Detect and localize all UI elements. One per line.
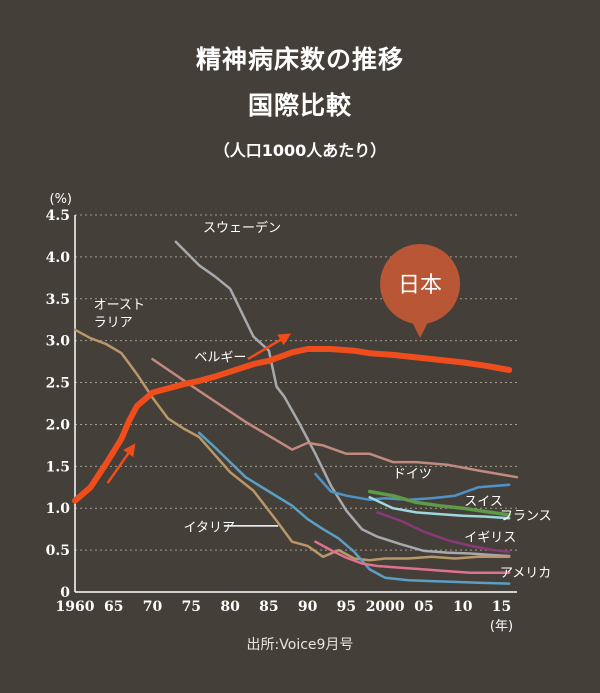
series-line-e697a5e69cac (72, 346, 513, 504)
x-tick-label: 70 (143, 599, 163, 615)
x-tick-label: 10 (453, 599, 473, 615)
trend-arrow (247, 333, 292, 361)
source-note: 出所:Voice9月号 (246, 637, 354, 653)
x-tick-label: 65 (104, 599, 123, 615)
series-label-e382aae383bce382b9e38388e383a9e383aae382a2: オースト (94, 298, 145, 313)
series-label-e38389e382a4e38384: ドイツ (393, 467, 432, 482)
series-label-e382b9e382a6e382a7e383bce38387e383b3: スウェーデン (203, 220, 281, 236)
x-tick-label: 05 (414, 599, 433, 615)
x-tick-label: 1960 (56, 599, 95, 615)
series-line-e38399e383abe382aee383bc (151, 357, 519, 479)
series-line-e38395e383a9e383b3e382b9 (368, 496, 511, 520)
series-label-e38399e383abe382aee383bc: ベルギー (194, 351, 246, 366)
callout-pointer (411, 320, 430, 338)
x-tick-label: 2000 (366, 599, 405, 615)
series-line-e382a4e382bfe383aae382a2 (197, 431, 511, 585)
series-line-e382aae383bce382b9e38388e383a9e383aae382a2 (73, 328, 511, 562)
series-label-e38395e383a9e383b3e382b9: フランス (500, 509, 552, 524)
series-line-e382b9e382a6e382a7e383bce38387e383b3 (174, 240, 511, 558)
series-label-e382b9e382a4e382b9: スイス (464, 495, 503, 510)
y-tick-label: 2.0 (46, 417, 71, 433)
chart-title-line2: 国際比較 (247, 91, 352, 120)
y-tick-label: 3.5 (46, 292, 70, 308)
y-tick-label: 2.5 (46, 376, 70, 392)
y-tick-label: 1.0 (46, 501, 71, 517)
y-tick-label: 0.5 (46, 543, 70, 559)
series-line-e382a4e382aee383aae382b9 (376, 511, 511, 554)
y-tick-label: 0 (60, 585, 70, 601)
series-line-e382b9e382a4e382b9 (367, 489, 511, 517)
y-tick-label: 4.5 (46, 208, 70, 224)
x-tick-label: 95 (337, 599, 356, 615)
series-label-e382a2e383a1e383aae382ab: アメリカ (500, 566, 551, 581)
x-tick-label: 90 (298, 599, 318, 615)
x-tick-label: 75 (182, 599, 201, 615)
series-line-e38389e382a4e38384 (314, 472, 511, 502)
callout-bubble (380, 244, 461, 324)
series-label-e382a4e382aee383aae382b9: イギリス (464, 531, 516, 546)
trend-arrow (106, 443, 136, 484)
y-tick-label: 1.5 (46, 459, 70, 475)
x-tick-label: 85 (259, 599, 278, 615)
y-tick-label: 3.0 (46, 334, 71, 350)
y-tick-label: 4.0 (46, 250, 71, 266)
callout-label: 日本 (398, 273, 442, 298)
series-label-e382a4e382bfe383aae382a2: イタリア (184, 521, 235, 536)
x-tick-label: 80 (220, 599, 240, 615)
x-tick-label: 15 (492, 599, 511, 615)
chart-title: 精神病床数の推移 (195, 45, 404, 74)
series-label-e382aae383bce382b9e38388e383a9e383aae382a2: ラリア (94, 315, 133, 330)
x-axis-unit-label: (年) (490, 619, 513, 634)
series-line-e382a2e383a1e383aae382ab (314, 540, 511, 574)
y-axis-unit-label: (%) (50, 192, 73, 207)
chart-subtitle: （人口1000人あたり） (213, 141, 387, 160)
